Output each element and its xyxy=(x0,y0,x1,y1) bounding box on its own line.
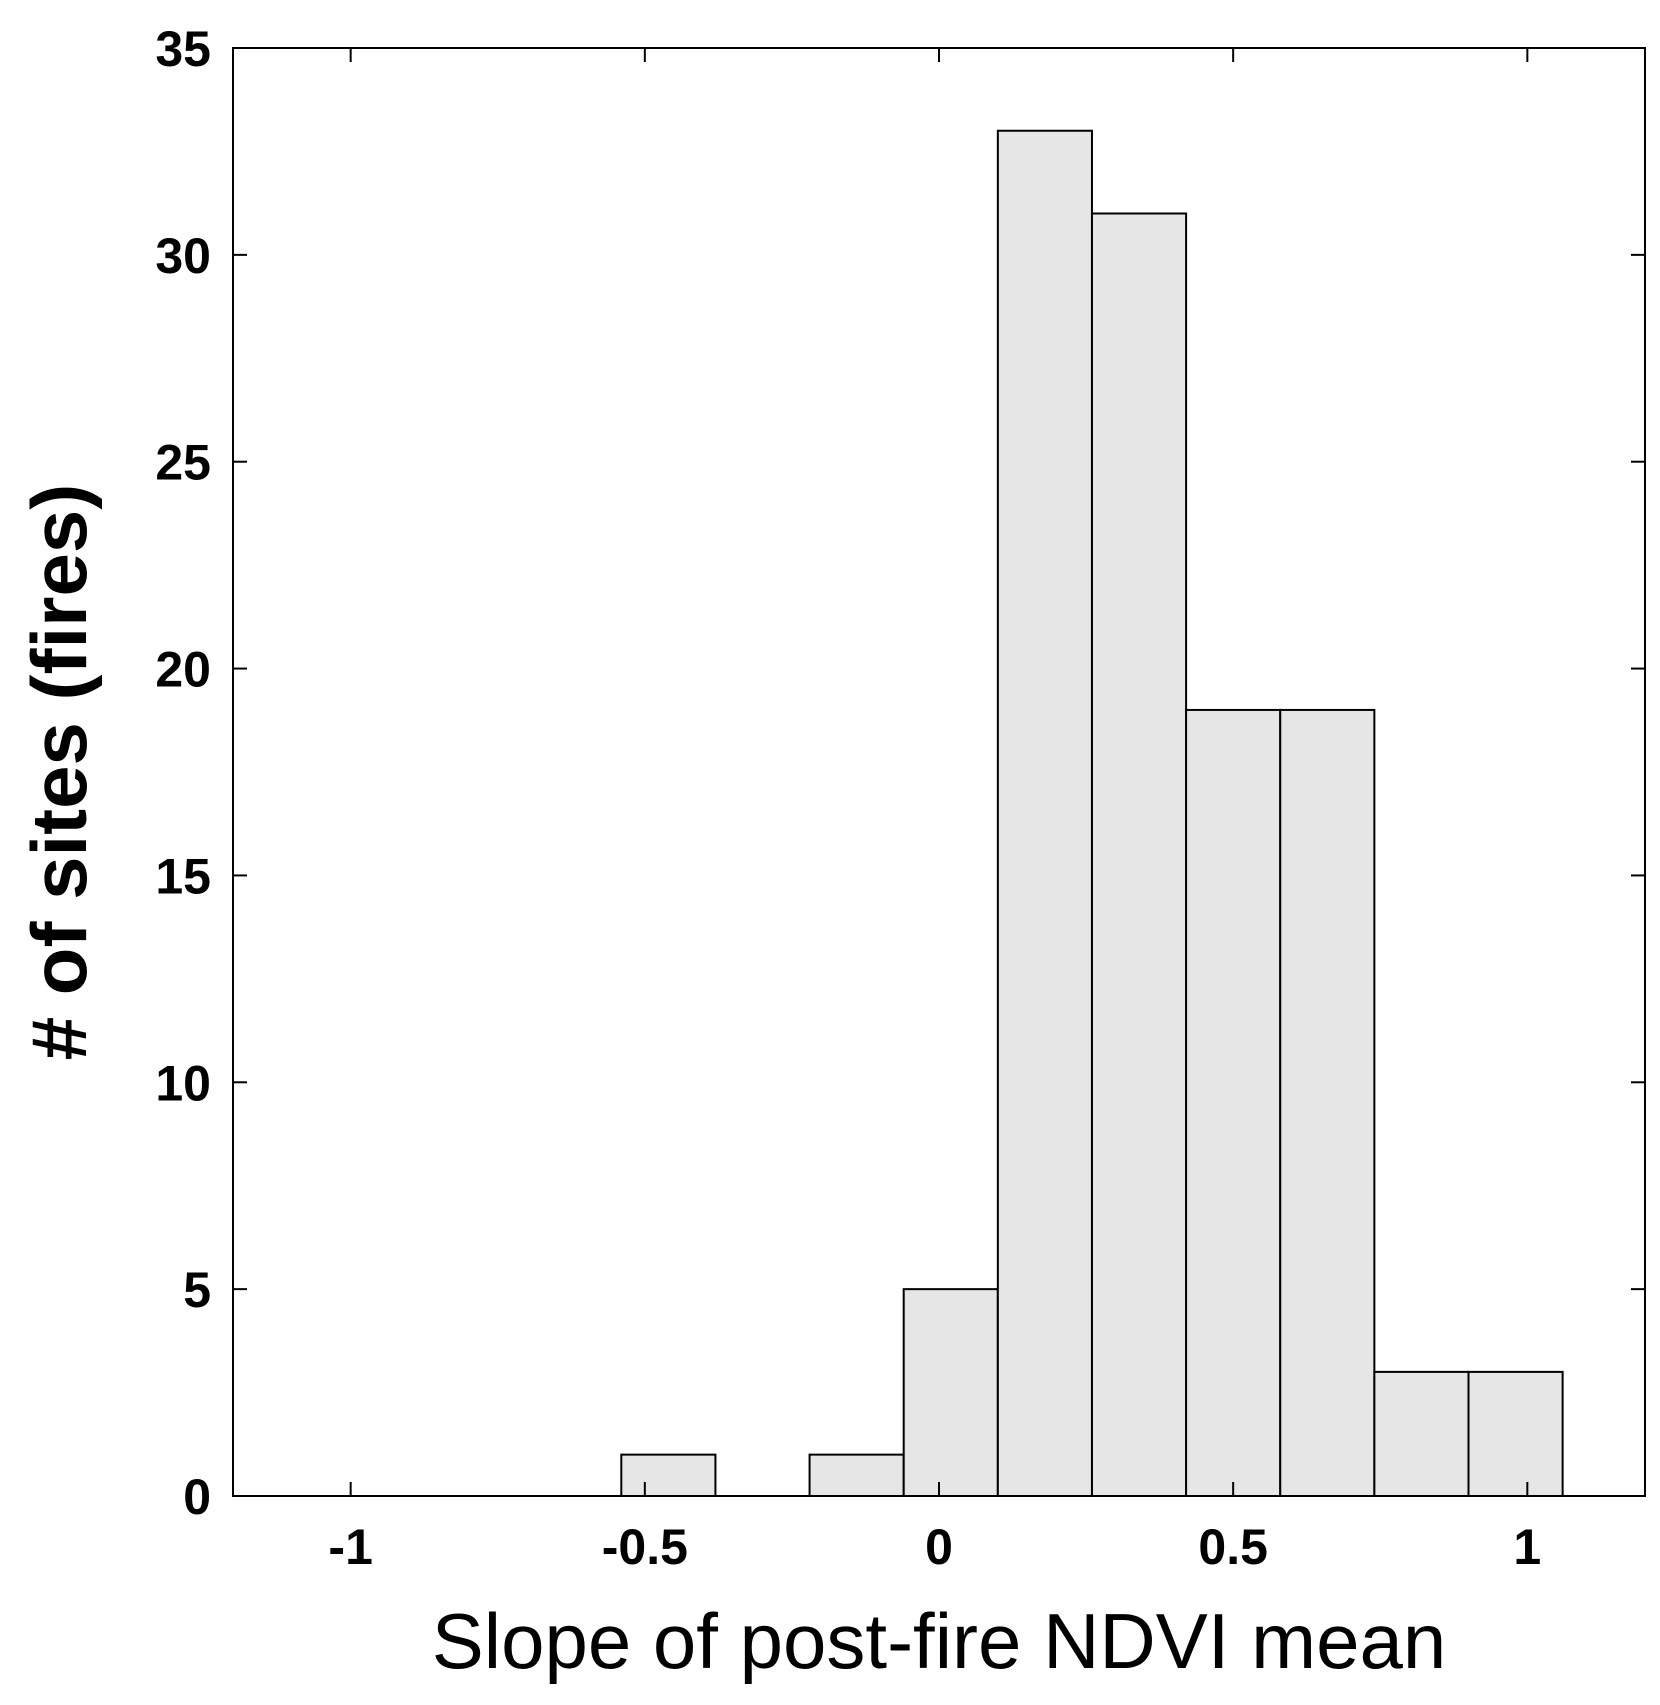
y-tick-label: 25 xyxy=(155,435,211,491)
x-tick-label: -1 xyxy=(328,1519,372,1575)
bars-layer xyxy=(620,129,1564,1498)
histogram-bar xyxy=(1467,1370,1564,1498)
y-tick-label: 15 xyxy=(155,848,211,904)
y-tick-label: 10 xyxy=(155,1055,211,1111)
y-tick-label: 20 xyxy=(155,642,211,698)
x-tick-label: -0.5 xyxy=(602,1519,688,1575)
histogram-bar xyxy=(620,1453,717,1497)
x-tick-label: 1 xyxy=(1513,1519,1541,1575)
histogram-bar xyxy=(1185,708,1282,1497)
x-tick-labels: -1 -0.5 0 0.5 1 xyxy=(328,1519,1541,1575)
y-tick-labels: 0 5 10 15 20 25 30 35 xyxy=(155,21,211,1525)
histogram-bar xyxy=(1090,212,1188,1497)
histogram-bar xyxy=(808,1453,905,1497)
y-tick-label: 35 xyxy=(155,21,211,77)
ticks-layer xyxy=(233,47,1645,1497)
histogram-bar xyxy=(1373,1370,1470,1498)
x-tick-label: 0 xyxy=(925,1519,953,1575)
histogram-bar xyxy=(902,1288,999,1497)
x-axis-label: Slope of post-fire NDVI mean xyxy=(432,1597,1446,1685)
y-tick-label: 30 xyxy=(155,228,211,284)
y-tick-label: 5 xyxy=(183,1262,211,1318)
histogram-bar xyxy=(996,129,1093,1498)
y-axis-label: # of sites (fires) xyxy=(15,484,103,1061)
y-tick-label: 0 xyxy=(183,1469,211,1525)
histogram-bar xyxy=(1279,708,1376,1497)
x-tick-label: 0.5 xyxy=(1198,1519,1268,1575)
plot-frame xyxy=(232,47,1646,1497)
